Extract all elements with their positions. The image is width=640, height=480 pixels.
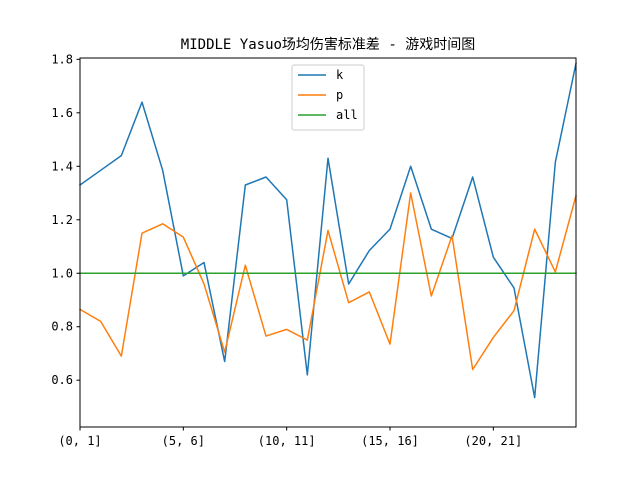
x-tick-label: (20, 21] [464, 434, 522, 448]
series-line-p [78, 192, 577, 371]
x-tick-label: (5, 6] [162, 434, 205, 448]
y-tick-label: 1.4 [51, 159, 73, 173]
y-tick-label: 1.8 [51, 52, 73, 66]
legend-box [291, 64, 365, 131]
x-tick-label: (10, 11] [258, 434, 316, 448]
legend-label-k: k [336, 68, 344, 82]
legend-label-all: all [336, 108, 358, 122]
legend-label-p: p [336, 88, 343, 102]
axes-layer: 0.6 0.8 1.0 1.2 1.4 1.6 1.8 (0, 1] (5, 6] (10, 11… [51, 52, 577, 448]
x-tick-label: (15, 16] [361, 434, 419, 448]
legend: kp all [291, 64, 365, 131]
chart-title: MIDDLE Yasuo场均伤害标准差 - 游戏时间图 [181, 37, 475, 53]
y-tick-label: 0.6 [51, 373, 73, 387]
y-tick-label: 0.8 [51, 320, 73, 334]
series-layer [78, 62, 577, 399]
series-line-k [78, 62, 577, 399]
axes-frame [79, 57, 577, 428]
y-tick-label: 1.0 [51, 266, 73, 280]
y-tick-label: 1.6 [51, 106, 73, 120]
y-tick-label: 1.2 [51, 213, 73, 227]
x-tick-label: (0, 1] [58, 434, 101, 448]
